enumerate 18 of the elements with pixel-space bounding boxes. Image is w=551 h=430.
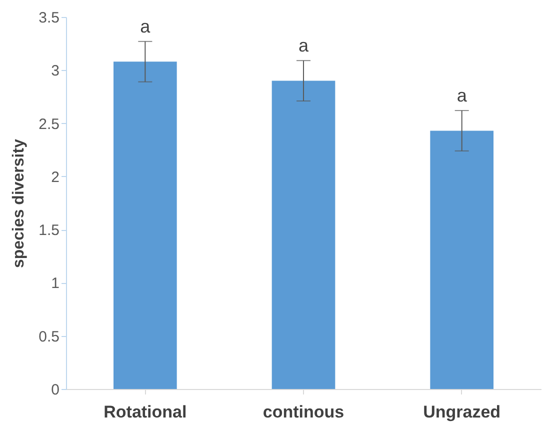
bar [114, 62, 177, 389]
y-tick-label: 3.5 [38, 10, 60, 26]
y-tick-label: 3 [51, 62, 60, 80]
y-tick-label: 0 [51, 382, 60, 398]
bar [430, 130, 494, 389]
x-tick-label: Ungrazed [423, 402, 501, 422]
annotation: a [456, 86, 468, 106]
y-axis-title: species diversity [10, 138, 28, 268]
x-tick-label: Rotational [104, 402, 187, 422]
x-tick-label: continous [262, 402, 344, 422]
y-tick-label: 2.5 [38, 116, 60, 133]
annotation: a [140, 16, 152, 36]
y-tick-label: 2 [51, 168, 60, 186]
annotation: a [298, 36, 310, 56]
y-tick-label: 1.5 [38, 222, 60, 240]
y-tick-label: 1 [51, 275, 60, 292]
y-tick-label: 0.5 [38, 328, 60, 346]
bar [272, 80, 336, 389]
